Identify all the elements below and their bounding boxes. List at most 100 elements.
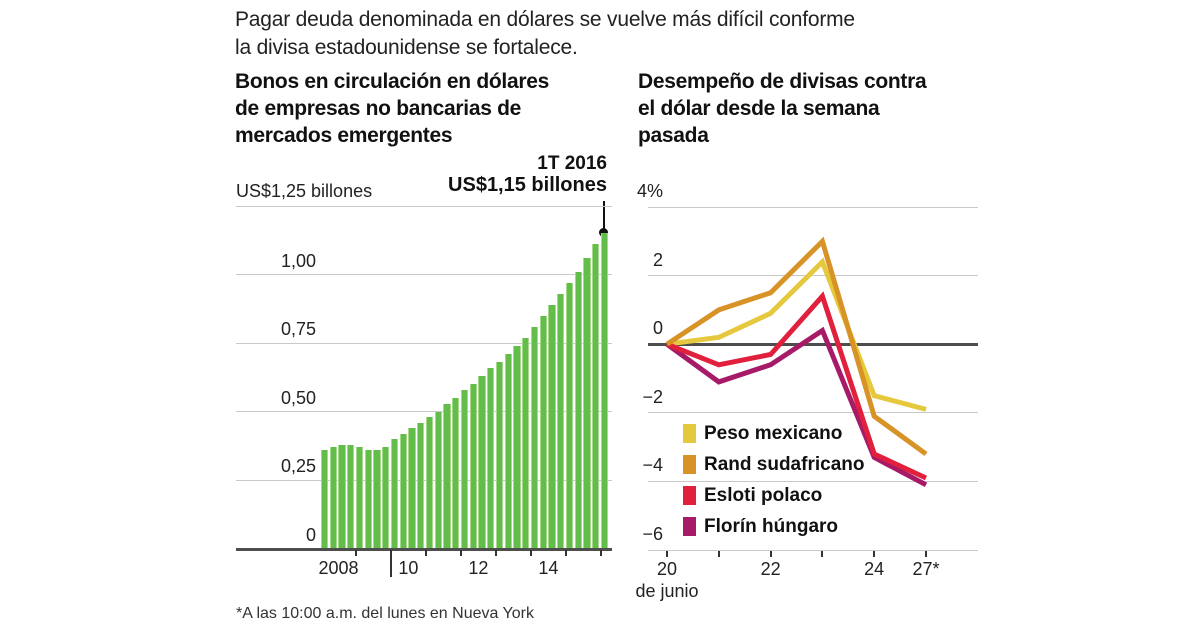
x-axis-label: 24 bbox=[864, 559, 885, 579]
bar bbox=[347, 444, 355, 549]
x-axis-tick bbox=[666, 551, 668, 557]
legend-label: Peso mexicano bbox=[704, 423, 843, 444]
headline-line-1: Pagar deuda denominada en dólares se vue… bbox=[235, 8, 855, 31]
legend-label: Rand sudafricano bbox=[704, 454, 865, 475]
series-line-flor-n-h-ngaro bbox=[665, 326, 928, 488]
bar bbox=[364, 450, 372, 549]
gridline bbox=[648, 275, 978, 277]
x-axis-tick bbox=[424, 550, 427, 556]
bar bbox=[530, 326, 539, 549]
bar bbox=[600, 233, 609, 549]
annotation-pointer-line bbox=[603, 201, 605, 230]
bar bbox=[425, 417, 434, 549]
right-chart-title-line: Desempeño de divisas contra bbox=[638, 70, 927, 93]
bar bbox=[329, 447, 337, 549]
bar bbox=[382, 447, 390, 549]
y-axis-label: 4% bbox=[636, 181, 663, 201]
x-axis-tick bbox=[925, 551, 927, 557]
x-axis-note: de junio bbox=[635, 581, 699, 601]
x-axis-label: 27* bbox=[912, 559, 940, 579]
y-axis-label: 1,00 bbox=[280, 250, 316, 271]
left-chart-unit-label: US$1,25 billones bbox=[236, 181, 373, 201]
series-line-esloti-polaco bbox=[666, 291, 928, 481]
bar bbox=[399, 433, 407, 549]
legend-swatch bbox=[683, 455, 696, 474]
series-line-peso-mexicano bbox=[666, 257, 927, 412]
y-axis-label: 0 bbox=[305, 525, 316, 545]
gridline bbox=[236, 274, 612, 276]
legend-item: Florín húngaro bbox=[683, 516, 838, 537]
headline: Pagar deuda denominada en dólares se vue… bbox=[235, 6, 995, 62]
currency-lines bbox=[665, 236, 928, 488]
y-axis-label: −4 bbox=[642, 455, 663, 476]
right-chart-title-line: el dólar desde la semana bbox=[638, 97, 880, 120]
x-axis-label: 14 bbox=[538, 558, 559, 578]
left-chart-annotation: 1T 2016 US$1,15 billones bbox=[367, 153, 607, 196]
bar bbox=[487, 367, 495, 549]
x-axis-label: 12 bbox=[468, 558, 489, 578]
bar bbox=[321, 450, 329, 549]
bar bbox=[583, 258, 591, 549]
x-axis-tick bbox=[494, 550, 497, 556]
bar bbox=[338, 444, 346, 549]
annotation-period: 1T 2016 bbox=[537, 153, 607, 174]
legend-item: Rand sudafricano bbox=[683, 454, 864, 475]
left-chart-title-line: Bonos en circulación en dólares bbox=[235, 70, 549, 93]
x-axis-tick bbox=[599, 550, 602, 556]
bar bbox=[460, 389, 469, 549]
gridline bbox=[648, 206, 978, 208]
y-axis-label: 0,50 bbox=[280, 387, 316, 408]
gridline bbox=[648, 412, 978, 414]
bar bbox=[469, 384, 477, 549]
legend-swatch bbox=[683, 424, 696, 443]
y-axis-label: −6 bbox=[642, 524, 663, 544]
bar bbox=[452, 398, 460, 549]
y-axis-label: 0,75 bbox=[280, 319, 316, 340]
footnote: *A las 10:00 a.m. del lunes en Nueva Yor… bbox=[236, 605, 534, 622]
x-axis-tick bbox=[529, 550, 532, 556]
bar bbox=[373, 450, 381, 549]
bar bbox=[565, 282, 574, 549]
x-axis-tick bbox=[769, 551, 772, 557]
bar bbox=[504, 354, 512, 549]
x-axis-line bbox=[236, 548, 612, 551]
bar bbox=[574, 271, 582, 549]
bar bbox=[522, 337, 530, 549]
gridline bbox=[648, 549, 978, 551]
legend-swatch bbox=[683, 517, 696, 536]
bar bbox=[557, 293, 565, 549]
legend-label: Florín húngaro bbox=[704, 516, 839, 537]
bar bbox=[408, 428, 416, 549]
x-axis-tick bbox=[389, 550, 392, 577]
x-axis-label: 22 bbox=[760, 559, 781, 579]
annotation-dot bbox=[599, 228, 608, 237]
left-chart-title-line: de empresas no bancarias de bbox=[235, 97, 522, 120]
bar bbox=[355, 447, 364, 549]
zero-gridline bbox=[648, 342, 978, 346]
bar bbox=[434, 411, 442, 549]
x-axis-label: 10 bbox=[398, 558, 419, 578]
right-chart-title-line: pasada bbox=[638, 124, 709, 147]
gridline bbox=[236, 342, 612, 344]
bar bbox=[548, 304, 556, 549]
bar bbox=[513, 345, 521, 549]
y-axis-label: 0 bbox=[652, 318, 663, 339]
right-chart-title: Desempeño de divisas contra el dólar des… bbox=[638, 68, 988, 149]
annotation-value: US$1,15 billones bbox=[448, 174, 607, 196]
x-axis-tick bbox=[873, 551, 876, 557]
legend-label: Esloti polaco bbox=[704, 485, 823, 506]
gridline bbox=[648, 480, 978, 482]
x-axis-tick bbox=[459, 550, 462, 556]
legend-item: Esloti polaco bbox=[683, 485, 822, 506]
x-axis-tick bbox=[717, 551, 720, 557]
x-axis-tick bbox=[564, 550, 567, 556]
legend-swatch bbox=[683, 486, 696, 505]
x-axis-tick bbox=[354, 550, 357, 556]
legend-item: Peso mexicano bbox=[683, 423, 842, 444]
gridline bbox=[236, 411, 612, 413]
bar bbox=[443, 403, 451, 549]
bar bbox=[539, 315, 547, 549]
bar bbox=[592, 244, 600, 549]
x-axis-label: 20 bbox=[656, 559, 678, 579]
